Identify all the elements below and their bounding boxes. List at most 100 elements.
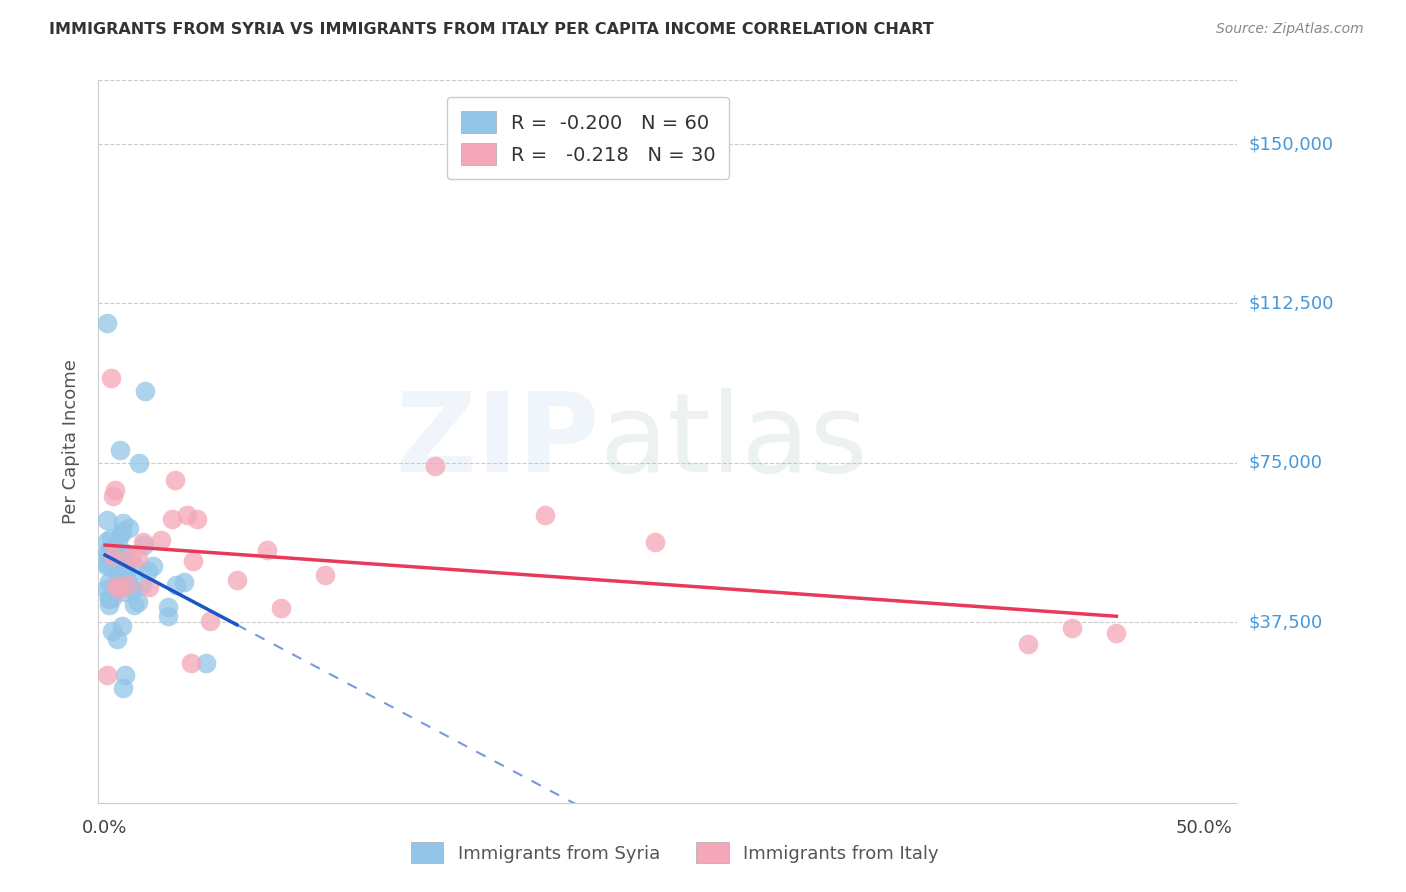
Point <box>105 632 128 646</box>
Point <box>118 521 141 535</box>
Point <box>111 618 134 632</box>
Point <box>112 516 135 531</box>
Point <box>103 547 125 561</box>
Point <box>96 548 118 562</box>
Point <box>644 534 666 549</box>
Point <box>194 656 217 670</box>
Point <box>131 535 153 549</box>
Text: atlas: atlas <box>599 388 868 495</box>
Point <box>107 533 129 548</box>
Point <box>100 542 122 557</box>
Point <box>127 549 149 564</box>
Point <box>256 542 278 557</box>
Point <box>114 668 136 682</box>
Point <box>105 566 128 580</box>
Point <box>115 578 138 592</box>
Point <box>96 316 118 330</box>
Point <box>165 577 187 591</box>
Point <box>103 490 125 504</box>
Point <box>100 371 122 385</box>
Point <box>120 551 142 566</box>
Point <box>110 526 132 541</box>
Point <box>96 668 118 682</box>
Text: $37,500: $37,500 <box>1249 613 1323 632</box>
Point <box>138 581 160 595</box>
Y-axis label: Per Capita Income: Per Capita Income <box>62 359 80 524</box>
Point <box>105 551 128 566</box>
Point <box>112 681 135 695</box>
Point <box>105 580 128 594</box>
Point <box>96 545 118 559</box>
Point <box>1062 621 1084 635</box>
Legend: Immigrants from Syria, Immigrants from Italy: Immigrants from Syria, Immigrants from I… <box>401 831 949 874</box>
Point <box>98 598 121 612</box>
Point <box>122 582 145 597</box>
Point <box>104 547 127 561</box>
Point <box>103 558 125 572</box>
Point <box>94 582 117 596</box>
Point <box>96 558 118 573</box>
Point <box>107 572 129 586</box>
Point <box>136 564 159 578</box>
Text: $150,000: $150,000 <box>1249 135 1333 153</box>
Point <box>423 459 446 474</box>
Point <box>200 614 222 628</box>
Point <box>131 578 153 592</box>
Point <box>132 539 155 553</box>
Point <box>105 579 128 593</box>
Point <box>124 560 146 574</box>
Point <box>105 554 128 568</box>
Point <box>1017 637 1039 651</box>
Point <box>96 513 118 527</box>
Point <box>149 533 172 548</box>
Point <box>176 508 198 523</box>
Point <box>98 575 121 590</box>
Text: ZIP: ZIP <box>396 388 599 495</box>
Point <box>128 456 150 470</box>
Text: $75,000: $75,000 <box>1249 454 1323 472</box>
Point <box>108 582 131 597</box>
Point <box>114 585 136 599</box>
Point <box>180 656 202 670</box>
Point <box>114 546 136 560</box>
Point <box>98 591 121 605</box>
Point <box>103 542 125 557</box>
Point <box>181 554 204 568</box>
Point <box>96 533 118 548</box>
Point <box>110 553 132 567</box>
Point <box>103 561 125 575</box>
Point <box>110 566 132 580</box>
Point <box>1105 626 1128 640</box>
Point <box>160 512 183 526</box>
Point <box>96 557 118 571</box>
Point <box>533 508 555 523</box>
Point <box>100 624 122 638</box>
Point <box>111 524 134 539</box>
Point <box>134 384 156 398</box>
Point <box>101 549 124 564</box>
Point <box>157 599 180 614</box>
Legend: R =  -0.200   N = 60, R =   -0.218   N = 30: R = -0.200 N = 60, R = -0.218 N = 30 <box>447 97 730 179</box>
Point <box>157 609 180 624</box>
Point <box>226 573 249 587</box>
Point <box>270 600 292 615</box>
Point <box>117 574 139 588</box>
Text: $112,500: $112,500 <box>1249 294 1334 312</box>
Point <box>127 594 149 608</box>
Point <box>100 531 122 545</box>
Point <box>186 511 208 525</box>
Point <box>101 591 124 606</box>
Point <box>173 574 195 589</box>
Point <box>104 483 127 497</box>
Point <box>110 577 132 591</box>
Point <box>115 565 138 579</box>
Text: Source: ZipAtlas.com: Source: ZipAtlas.com <box>1216 22 1364 37</box>
Point <box>110 443 132 458</box>
Point <box>111 548 134 562</box>
Point <box>142 559 165 574</box>
Point <box>314 568 336 582</box>
Point <box>100 545 122 559</box>
Point <box>97 591 120 606</box>
Point <box>165 473 187 487</box>
Point <box>122 598 145 612</box>
